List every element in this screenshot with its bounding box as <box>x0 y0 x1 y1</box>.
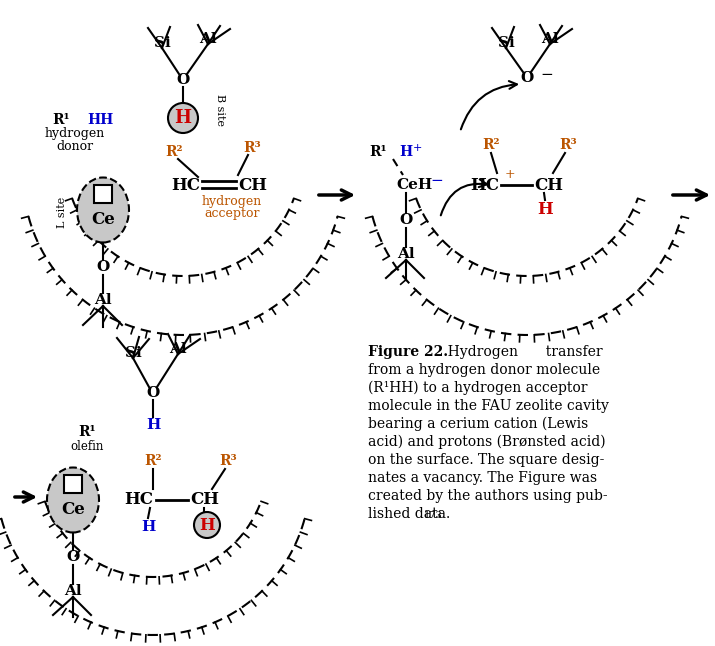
Text: O: O <box>177 73 189 87</box>
Text: olefin: olefin <box>70 439 104 452</box>
Text: R³: R³ <box>559 138 577 152</box>
Text: B site: B site <box>215 94 225 126</box>
Text: H: H <box>399 145 412 159</box>
FancyBboxPatch shape <box>94 185 112 203</box>
Text: Al: Al <box>94 293 112 307</box>
Text: Figure 22.: Figure 22. <box>368 345 448 359</box>
Text: R²: R² <box>165 145 183 159</box>
Text: created by the authors using pub-: created by the authors using pub- <box>368 489 608 503</box>
Text: R¹: R¹ <box>78 425 96 439</box>
Text: Si: Si <box>154 36 170 50</box>
Text: on the surface. The square desig-: on the surface. The square desig- <box>368 453 604 467</box>
Ellipse shape <box>77 178 129 242</box>
Text: molecule in the FAU zeolite cavity: molecule in the FAU zeolite cavity <box>368 399 609 413</box>
Text: CH: CH <box>238 176 267 194</box>
Text: Al: Al <box>64 584 82 598</box>
Text: Si: Si <box>498 36 514 50</box>
Text: O: O <box>521 71 533 85</box>
Ellipse shape <box>47 468 99 532</box>
Text: nates a vacancy. The Figure was: nates a vacancy. The Figure was <box>368 471 597 485</box>
Text: Ce: Ce <box>91 211 115 229</box>
Text: R²: R² <box>482 138 500 152</box>
Text: HH: HH <box>87 113 113 127</box>
Text: HC: HC <box>124 492 153 508</box>
Text: Al: Al <box>541 32 559 46</box>
Text: HC: HC <box>171 176 200 194</box>
Ellipse shape <box>168 103 198 133</box>
Text: CH: CH <box>190 492 219 508</box>
FancyBboxPatch shape <box>64 475 82 493</box>
Text: Al: Al <box>398 247 415 261</box>
Text: H: H <box>146 418 160 432</box>
Text: Ce: Ce <box>61 501 85 519</box>
Text: R¹: R¹ <box>52 113 70 127</box>
Text: hydrogen: hydrogen <box>202 196 262 209</box>
Text: H: H <box>537 202 553 218</box>
Text: −: − <box>540 68 553 82</box>
Text: hydrogen: hydrogen <box>45 127 105 140</box>
Text: O: O <box>66 550 79 564</box>
Text: H: H <box>174 109 192 127</box>
Text: donor: donor <box>56 140 94 152</box>
Text: Al: Al <box>199 32 217 46</box>
Text: −: − <box>430 174 443 188</box>
Text: R¹: R¹ <box>370 145 387 159</box>
Text: bearing a cerium cation (Lewis: bearing a cerium cation (Lewis <box>368 417 588 432</box>
Text: O: O <box>147 386 159 400</box>
Text: HC: HC <box>470 176 499 194</box>
Text: Al: Al <box>169 342 187 356</box>
Text: H: H <box>199 517 215 534</box>
Text: lished data.: lished data. <box>368 507 450 521</box>
Text: O: O <box>400 213 413 227</box>
Text: +: + <box>413 143 423 153</box>
Text: R³: R³ <box>220 454 237 468</box>
Text: CH: CH <box>534 176 563 194</box>
Text: (R¹HH) to a hydrogen acceptor: (R¹HH) to a hydrogen acceptor <box>368 381 588 395</box>
Text: from a hydrogen donor molecule: from a hydrogen donor molecule <box>368 363 600 377</box>
Ellipse shape <box>194 512 220 538</box>
Text: H: H <box>141 520 155 534</box>
Text: +: + <box>505 167 516 180</box>
Text: L site: L site <box>57 196 67 227</box>
Text: acid) and protons (Brønsted acid): acid) and protons (Brønsted acid) <box>368 435 606 450</box>
Text: O: O <box>97 260 109 274</box>
Text: Hydrogen  transfer: Hydrogen transfer <box>439 345 603 359</box>
Text: acceptor: acceptor <box>204 207 260 220</box>
Text: CeH: CeH <box>396 178 433 192</box>
Text: Si: Si <box>124 346 142 360</box>
Text: R³: R³ <box>243 141 261 155</box>
Text: 173: 173 <box>424 511 443 520</box>
Text: R²: R² <box>144 454 162 468</box>
